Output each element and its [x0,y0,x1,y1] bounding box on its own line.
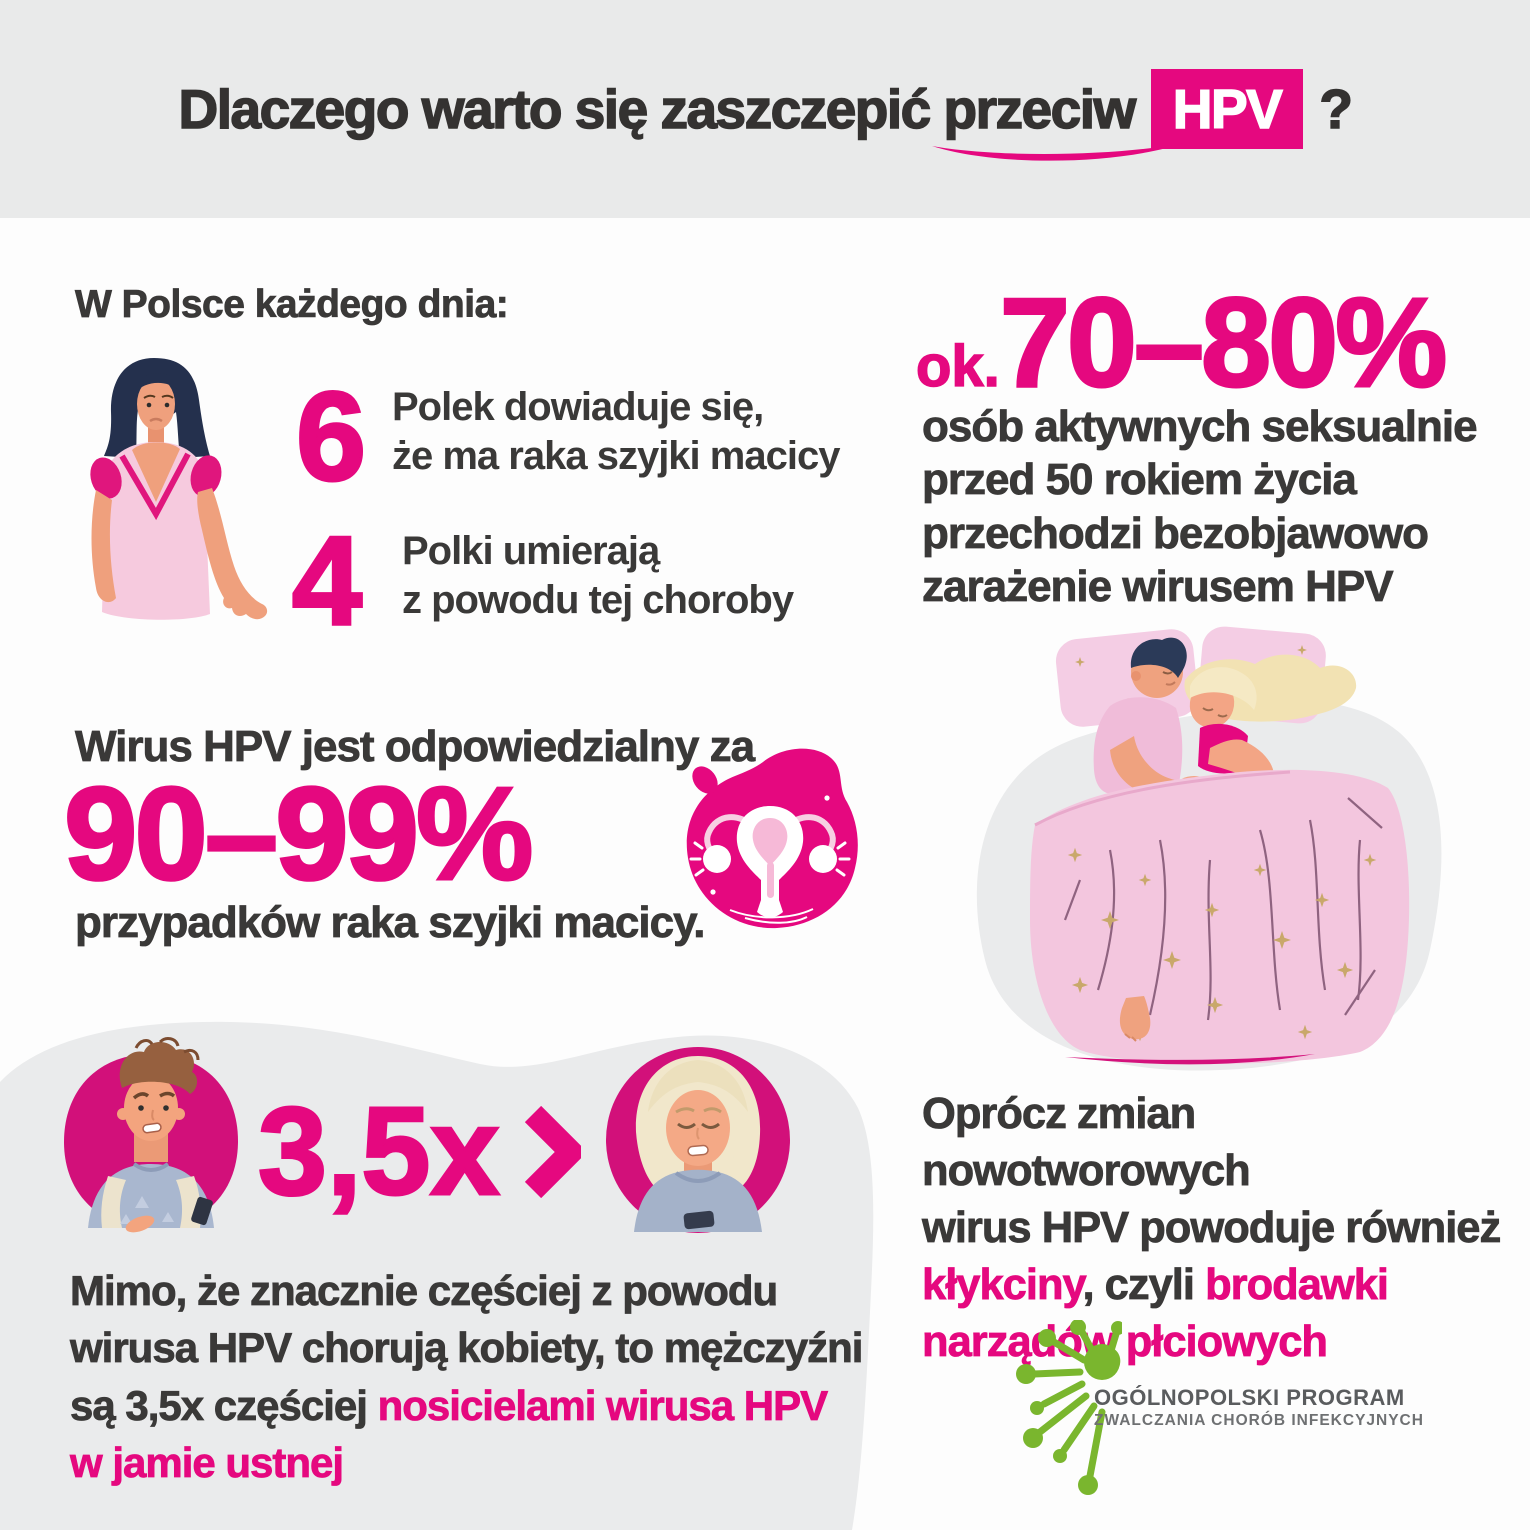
header: Dlaczego warto się zaszczepić przeciw HP… [0,0,1530,218]
stat-line: Polek dowiaduje się, [392,385,764,429]
sexually-active-stat: ok. 70–80% [915,272,1448,413]
daily-heading: W Polsce każdego dnia: [75,283,510,327]
oral-carriers-text: Mimo, że znacznie częściej z powodu wiru… [70,1262,864,1492]
highlight-brodawki: brodawki [1205,1261,1390,1310]
highlight-nosicielami: nosicielami wirusa HPV [377,1381,828,1429]
approx-label: ok. [915,333,1000,400]
stat-text-diagnosed: Polek dowiaduje się, że ma raka szyjki m… [392,383,840,481]
highlight-jama-ustna: w jamie ustnej [70,1439,345,1487]
man-avatar [64,1037,238,1233]
title-suffix: ? [1319,77,1354,141]
stat-line: Polki umierają [402,529,660,573]
stat-line: że ma raka szyjki macicy [392,434,840,478]
stat-text-deaths: Polki umierają z powodu tej choroby [402,527,794,625]
highlight-narzadow: narządów płciowych [922,1318,1329,1367]
text-line: Mimo, że znacznie częściej z powodu [70,1267,779,1315]
logo-name: OGÓLNOPOLSKI PROGRAM [1094,1385,1405,1410]
text-line: przed 50 rokiem życia [922,455,1358,505]
text-line-mixed: kłykciny, czyli brodawki [922,1257,1530,1314]
sexually-active-text: osób aktywnych seksualnie przed 50 rokie… [922,400,1478,613]
cervical-outro: przypadków raka szyjki macicy. [75,898,706,948]
stat-line: z powodu tej choroby [402,578,794,622]
text-fragment: są 3,5x częściej [70,1381,378,1429]
uterus-icon [686,748,858,929]
text-line: przechodzi bezobjawowo [922,508,1430,558]
stat-number-diagnosed: 6 [294,366,367,507]
cervical-percent: 90–99% [62,760,534,907]
stat-number-deaths: 4 [290,510,363,651]
genital-warts-text: Oprócz zmian nowotworowych wirus HPV pow… [922,1086,1530,1371]
couple-in-bed-illustration [976,626,1442,1071]
logo-subtitle: ZWALCZANIA CHORÓB INFEKCYJNYCH [1094,1412,1424,1429]
title-prefix: Dlaczego warto się zaszczepić przeciw [178,77,1137,141]
title-underline-swoosh-icon [932,143,1184,161]
virus-icon [1016,1320,1122,1495]
text-line: zarażenie wirusem HPV [922,561,1394,611]
woman-illustration [90,358,268,620]
hpv-badge: HPV [1150,69,1304,149]
multiplier-value: 3,5x [256,1083,500,1221]
page-title: Dlaczego warto się zaszczepić przeciw HP… [178,69,1354,149]
woman-avatar [606,1047,790,1233]
text-line: osób aktywnych seksualnie [922,402,1478,452]
highlight-klykciny: kłykciny [922,1261,1084,1310]
cervical-intro: Wirus HPV jest odpowiedzialny za [75,722,756,772]
greater-than-icon [525,1106,582,1198]
sexually-active-percent: 70–80% [998,272,1448,413]
text-line: wirus HPV powoduje również [922,1204,1502,1253]
text-line: Oprócz zmian nowotworowych [922,1090,1252,1196]
text-fragment: , czyli [1082,1261,1206,1310]
text-line-mixed: są 3,5x częściej nosicielami wirusa HPV [70,1377,862,1434]
oral-carriers-multiplier: 3,5x [256,1083,582,1221]
text-line: wirusa HPV chorują kobiety, to mężczyźni [70,1324,864,1372]
